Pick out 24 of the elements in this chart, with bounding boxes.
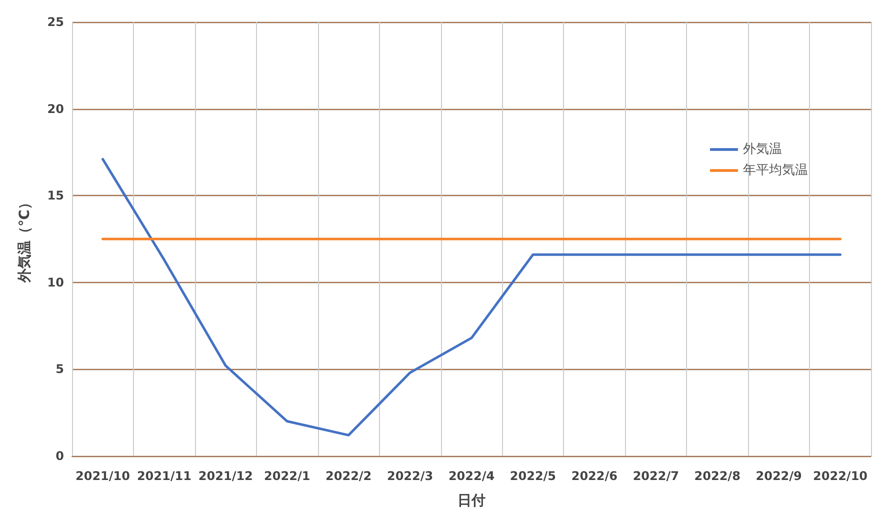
y-tick-label: 0 (56, 449, 64, 463)
line-series (101, 158, 842, 436)
x-tick-label: 2022/9 (756, 469, 802, 483)
x-tick-label: 2022/8 (694, 469, 740, 483)
y-tick-label: 25 (47, 15, 64, 29)
x-tick-label: 2022/3 (386, 469, 434, 483)
x-tick-label: 2022/5 (510, 469, 556, 483)
x-tick-label: 2022/7 (632, 469, 679, 483)
y-tick-label: 20 (47, 102, 64, 116)
y-tick-label: 10 (47, 275, 64, 290)
x-tick-label: 2022/6 (571, 469, 618, 483)
x-tick-label: 2021/11 (136, 469, 192, 483)
x-axis-title: 日付 (458, 493, 486, 509)
x-tick-label: 2022/2 (326, 469, 372, 483)
y-axis-title: 外気温（℃） (17, 196, 33, 284)
x-tick-label: 2022/4 (448, 469, 495, 483)
y-tick-label: 15 (47, 188, 64, 203)
x-tick-label: 2022/10 (813, 469, 868, 483)
y-tick-label: 5 (56, 362, 64, 376)
legend-label: 年平均気温 (743, 163, 808, 178)
x-tick-label: 2021/12 (198, 469, 253, 483)
x-tick-label: 2021/10 (75, 469, 130, 483)
legend-label: 外気温 (743, 142, 782, 157)
x-tick-label: 2022/1 (264, 469, 310, 483)
